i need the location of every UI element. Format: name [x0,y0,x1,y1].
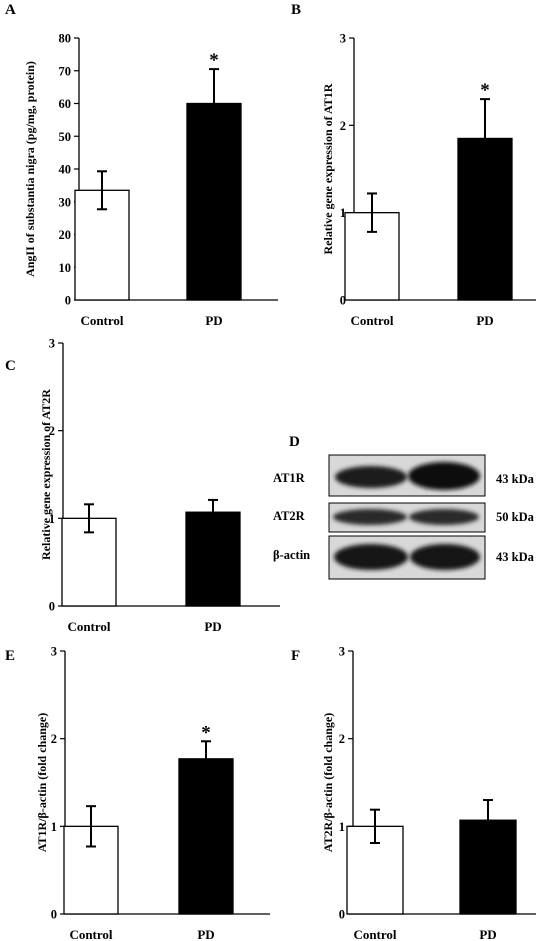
blot-band [335,466,407,488]
panel-f-chart: F 0 1 2 3 Control PD AT2R/β-actin (fold change) [291,645,536,941]
category-label: Control [67,619,110,634]
y-tick-label: 40 [59,163,72,177]
y-axis-title: Relative gene expression of AT2R [39,389,53,560]
panel-d-western-blot: D AT1R AT2R β-actin 43 kDa 50 kDa 43 k [273,434,535,580]
y-tick-label: 2 [339,732,345,746]
y-tick-label: 1 [49,512,55,526]
category-label: PD [197,927,214,941]
y-tick-label: 1 [51,820,57,834]
significance-star: * [209,50,219,71]
y-tick-label: 20 [59,228,72,242]
panel-letter-d: D [289,434,300,450]
panel-letter-e: E [5,648,15,664]
y-axis-title: AT1R/β-actin (fold change) [35,713,49,852]
blot-band [333,509,407,525]
y-tick-label: 2 [49,424,55,438]
category-label: PD [479,927,496,941]
y-tick-label: 1 [340,206,346,220]
y-tick-label: 0 [339,908,345,922]
y-tick-label: 60 [59,97,72,111]
blot-band [408,462,480,490]
y-tick-label: 50 [59,130,72,144]
category-label: Control [350,313,393,328]
blot-strip-at1r [328,454,486,497]
blot-strip-at2r [328,502,486,533]
y-tick-label: 3 [49,337,55,351]
y-tick-label: 3 [340,32,346,46]
blot-strip-beta-actin [328,535,486,580]
category-label: PD [205,313,222,328]
y-tick-label: 1 [339,820,345,834]
y-axis-title: Relative gene expression of AT1R [321,83,335,254]
panel-a-chart: A 0 10 20 30 40 50 60 70 80 Control PD * AngII of sub… [5,2,278,328]
bar-pd [459,819,517,915]
panel-e-chart: E 0 1 2 3 Control PD * AT1R/β-actin (fold change… [5,645,270,941]
y-tick-label: 10 [59,261,72,275]
y-tick-label: 2 [340,119,346,133]
category-label: PD [476,313,493,328]
blot-band [409,509,479,525]
y-tick-label: 3 [51,645,57,659]
blot-row-label-at2r: AT2R [273,509,306,523]
blot-band [410,544,480,570]
panel-letter-b: B [291,2,301,18]
blot-band [334,544,408,570]
y-tick-label: 70 [59,64,72,78]
panel-letter-a: A [5,2,16,18]
panel-c-chart: C 0 1 2 3 Control PD Relative gene expression o… [5,337,280,634]
significance-star: * [480,80,490,101]
y-tick-label: 0 [65,294,71,308]
y-axis-title: AT2R/β-actin (fold change) [321,713,335,852]
panel-letter-f: F [291,648,300,664]
bar-pd [178,758,234,915]
blot-size-beta-actin: 43 kDa [496,550,535,564]
y-tick-label: 30 [59,195,72,209]
blot-size-at1r: 43 kDa [496,472,535,486]
category-label: Control [69,927,112,941]
y-tick-label: 3 [339,645,345,659]
blot-size-at2r: 50 kDa [496,510,535,524]
y-tick-label: 0 [49,600,55,614]
category-label: Control [80,313,123,328]
y-tick-label: 0 [51,908,57,922]
y-tick-label: 2 [51,732,57,746]
y-tick-label: 0 [340,294,346,308]
bar-pd [185,511,241,607]
panel-b-chart: B 0 1 2 3 Control PD * Relative gene expression … [291,2,536,328]
significance-star: * [201,722,211,743]
blot-row-label-beta-actin: β-actin [273,548,310,562]
y-axis-title: AngII of substantia nigra (pg/mg, protei… [23,61,37,277]
category-label: PD [204,619,221,634]
panel-letter-c: C [5,358,16,374]
blot-row-label-at1r: AT1R [273,471,306,485]
y-tick-label: 80 [59,32,72,46]
category-label: Control [353,927,396,941]
